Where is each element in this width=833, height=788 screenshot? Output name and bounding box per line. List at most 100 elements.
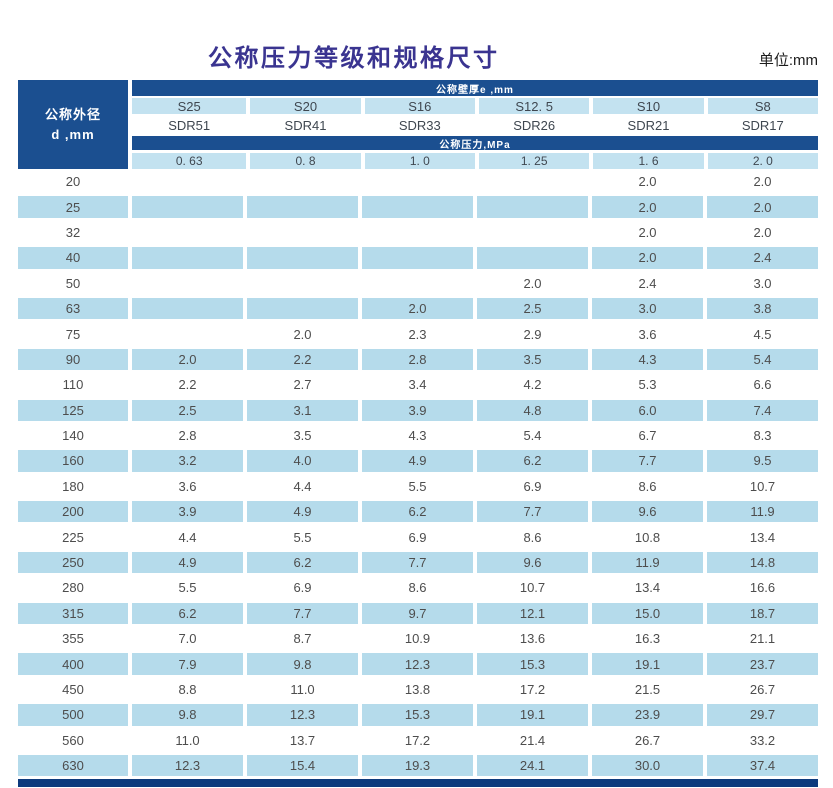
cell-wall-thickness: 6.2: [358, 499, 473, 525]
cell-wall-thickness: 12.3: [243, 702, 358, 728]
pressure-value: 0. 63: [132, 153, 247, 169]
cell-wall-thickness: 7.4: [703, 397, 818, 423]
cell-wall-thickness: 2.0: [473, 270, 588, 296]
cell-wall-thickness: 23.9: [588, 702, 703, 728]
corner-header-outer-diameter: 公称外径 d ,mm: [18, 80, 128, 169]
table-row: 280 5.5 6.9 8.6 10.7 13.4 16.6: [18, 575, 818, 601]
s-series-label: S10: [589, 98, 704, 114]
cell-wall-thickness: 3.9: [128, 499, 243, 525]
table-row: 75 2.0 2.3 2.9 3.6 4.5: [18, 321, 818, 347]
cell-wall-thickness: [358, 169, 473, 195]
table-row: 225 4.4 5.5 6.9 8.6 10.8 13.4: [18, 524, 818, 550]
cell-wall-thickness: 10.7: [473, 575, 588, 601]
sdr-label: SDR17: [703, 116, 818, 134]
cell-wall-thickness: [128, 169, 243, 195]
cell-wall-thickness: 15.0: [588, 600, 703, 627]
cell-wall-thickness: 2.0: [588, 245, 703, 271]
cell-wall-thickness: 3.9: [358, 397, 473, 423]
cell-wall-thickness: [243, 295, 358, 322]
cell-wall-thickness: 9.8: [243, 651, 358, 677]
s-series-label: S8: [703, 98, 818, 114]
cell-wall-thickness: 19.1: [588, 651, 703, 677]
unit-label: 单位:mm: [758, 52, 818, 69]
cell-outer-diameter: 25: [18, 194, 128, 220]
cell-wall-thickness: 9.5: [703, 448, 818, 474]
cell-outer-diameter: 75: [65, 326, 81, 342]
sdr-label: SDR51: [132, 116, 247, 134]
cell-wall-thickness: 12.3: [358, 651, 473, 677]
s-series-label: S20: [246, 98, 361, 114]
cell-wall-thickness: 37.4: [703, 752, 818, 779]
corner-header-line1: 公称外径: [44, 107, 101, 122]
table-row: 500 9.8 12.3 15.3 19.1 23.9 29.7: [18, 702, 818, 728]
cell-wall-thickness: 8.6: [358, 575, 473, 601]
cell-wall-thickness: 4.3: [358, 422, 473, 449]
table-row: 125 2.5 3.1 3.9 4.8 6.0 7.4: [18, 397, 818, 423]
cell-wall-thickness: 11.9: [703, 499, 818, 525]
cell-wall-thickness: 6.2: [128, 600, 243, 627]
cell-wall-thickness: [358, 270, 473, 296]
cell-outer-diameter: 250: [18, 549, 128, 576]
wall-thickness-band: 公称壁厚e ,mm: [132, 80, 818, 96]
s-series-row: S25 S20 S16 S12. 5 S10 S8: [132, 98, 818, 114]
cell-wall-thickness: 5.5: [358, 473, 473, 500]
nominal-pressure-band: 公称压力,MPa: [132, 136, 818, 151]
cell-wall-thickness: 4.4: [128, 524, 243, 550]
cell-wall-thickness: [128, 295, 243, 322]
sdr-label: SDR21: [589, 116, 704, 134]
cell-wall-thickness: 3.6: [588, 321, 703, 347]
cell-wall-thickness: 3.8: [703, 295, 818, 322]
pressure-value: 2. 0: [703, 153, 818, 169]
cell-outer-diameter: 355: [62, 631, 84, 647]
cell-outer-diameter: 160: [18, 448, 128, 474]
cell-wall-thickness: 2.7: [243, 372, 358, 398]
cell-outer-diameter: 450: [62, 682, 84, 697]
corner-header-line2: d ,mm: [51, 126, 95, 142]
cell-wall-thickness: 13.6: [473, 626, 588, 652]
sdr-row: SDR51 SDR41 SDR33 SDR26 SDR21 SDR17: [132, 116, 818, 134]
cell-outer-diameter: 180: [62, 478, 84, 494]
cell-wall-thickness: 2.5: [473, 295, 588, 322]
cell-wall-thickness: 4.9: [128, 549, 243, 576]
cell-wall-thickness: 12.3: [128, 752, 243, 779]
cell-outer-diameter: 125: [18, 397, 128, 423]
cell-outer-diameter: 225: [62, 529, 84, 545]
cell-outer-diameter: 90: [18, 346, 128, 373]
sdr-label: SDR26: [475, 116, 590, 134]
cell-wall-thickness: 5.3: [588, 372, 703, 398]
cell-wall-thickness: 2.4: [703, 245, 818, 271]
cell-wall-thickness: 13.4: [588, 575, 703, 601]
table-row: 200 3.9 4.9 6.2 7.7 9.6 11.9: [18, 499, 818, 525]
cell-wall-thickness: 2.2: [128, 372, 243, 398]
s-series-label: S25: [132, 98, 247, 114]
cell-wall-thickness: 21.4: [473, 727, 588, 753]
table-bottom-bar: [18, 779, 818, 788]
pressure-value: 1. 6: [589, 153, 704, 169]
cell-wall-thickness: 6.2: [473, 448, 588, 474]
s-series-label: S12. 5: [475, 98, 590, 114]
pressure-value: 1. 0: [360, 153, 475, 169]
cell-wall-thickness: 4.9: [358, 448, 473, 474]
cell-wall-thickness: 2.5: [128, 397, 243, 423]
cell-wall-thickness: 2.0: [588, 194, 703, 220]
cell-wall-thickness: [243, 169, 358, 195]
cell-wall-thickness: 17.2: [358, 727, 473, 753]
cell-wall-thickness: 2.0: [703, 219, 818, 246]
cell-wall-thickness: 8.6: [473, 524, 588, 550]
cell-wall-thickness: 21.1: [703, 626, 818, 652]
cell-wall-thickness: 2.9: [473, 321, 588, 347]
cell-wall-thickness: 6.2: [243, 549, 358, 576]
cell-wall-thickness: 8.8: [128, 676, 243, 703]
table-row: 450 8.8 11.0 13.8 17.2 21.5 26.7: [18, 676, 818, 703]
cell-wall-thickness: 4.5: [703, 321, 818, 347]
sdr-label: SDR33: [360, 116, 475, 134]
cell-wall-thickness: 3.5: [473, 346, 588, 373]
cell-outer-diameter: 50: [65, 275, 81, 291]
cell-wall-thickness: 23.7: [703, 651, 818, 677]
cell-wall-thickness: 2.0: [703, 194, 818, 220]
cell-wall-thickness: 13.8: [358, 676, 473, 703]
cell-wall-thickness: [473, 219, 588, 246]
cell-wall-thickness: 2.4: [588, 270, 703, 296]
cell-wall-thickness: 4.8: [473, 397, 588, 423]
cell-wall-thickness: 14.8: [703, 549, 818, 576]
